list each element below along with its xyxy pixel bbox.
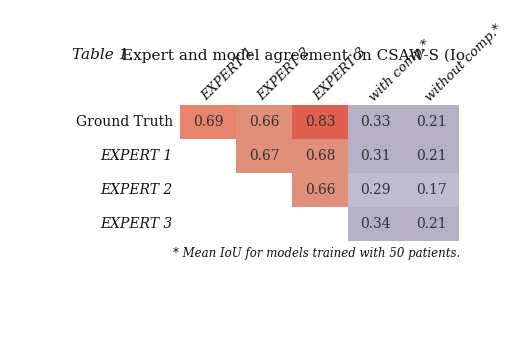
Bar [292, 105, 348, 139]
Text: 0.21: 0.21 [416, 115, 447, 129]
Text: Expert and model agreement on CSAW-S (Io: Expert and model agreement on CSAW-S (Io [122, 48, 464, 63]
Text: with comp.*: with comp.* [367, 37, 433, 104]
Text: Ground Truth: Ground Truth [76, 115, 173, 129]
Text: 0.83: 0.83 [305, 115, 335, 129]
Bar [180, 105, 236, 139]
Text: EXPERT 2: EXPERT 2 [100, 183, 173, 197]
Bar [348, 207, 403, 241]
Bar [403, 207, 459, 241]
Text: 0.31: 0.31 [360, 149, 391, 163]
Text: 0.66: 0.66 [305, 183, 335, 197]
Bar [348, 139, 403, 173]
Text: EXPERT 3: EXPERT 3 [100, 217, 173, 231]
Bar [292, 173, 348, 207]
Text: EXPERT 3: EXPERT 3 [311, 46, 369, 104]
Text: 0.68: 0.68 [305, 149, 335, 163]
Text: EXPERT 1: EXPERT 1 [100, 149, 173, 163]
Text: 0.66: 0.66 [249, 115, 279, 129]
Bar [236, 105, 292, 139]
Bar [348, 173, 403, 207]
Text: 0.17: 0.17 [416, 183, 447, 197]
Text: 0.29: 0.29 [360, 183, 391, 197]
Text: 0.69: 0.69 [193, 115, 224, 129]
Text: 0.67: 0.67 [249, 149, 279, 163]
Text: EXPERT 2: EXPERT 2 [255, 46, 313, 104]
Bar [348, 105, 403, 139]
Bar [236, 139, 292, 173]
Text: 0.34: 0.34 [360, 217, 391, 231]
Text: Table 1.: Table 1. [72, 48, 133, 62]
Bar [292, 139, 348, 173]
Bar [403, 105, 459, 139]
Text: without comp.*: without comp.* [422, 22, 504, 104]
Text: 0.21: 0.21 [416, 217, 447, 231]
Text: * Mean IoU for models trained with 50 patients.: * Mean IoU for models trained with 50 pa… [173, 247, 460, 260]
Bar [403, 173, 459, 207]
Text: EXPERT 1: EXPERT 1 [199, 46, 257, 104]
Text: 0.33: 0.33 [360, 115, 391, 129]
Bar [403, 139, 459, 173]
Text: 0.21: 0.21 [416, 149, 447, 163]
